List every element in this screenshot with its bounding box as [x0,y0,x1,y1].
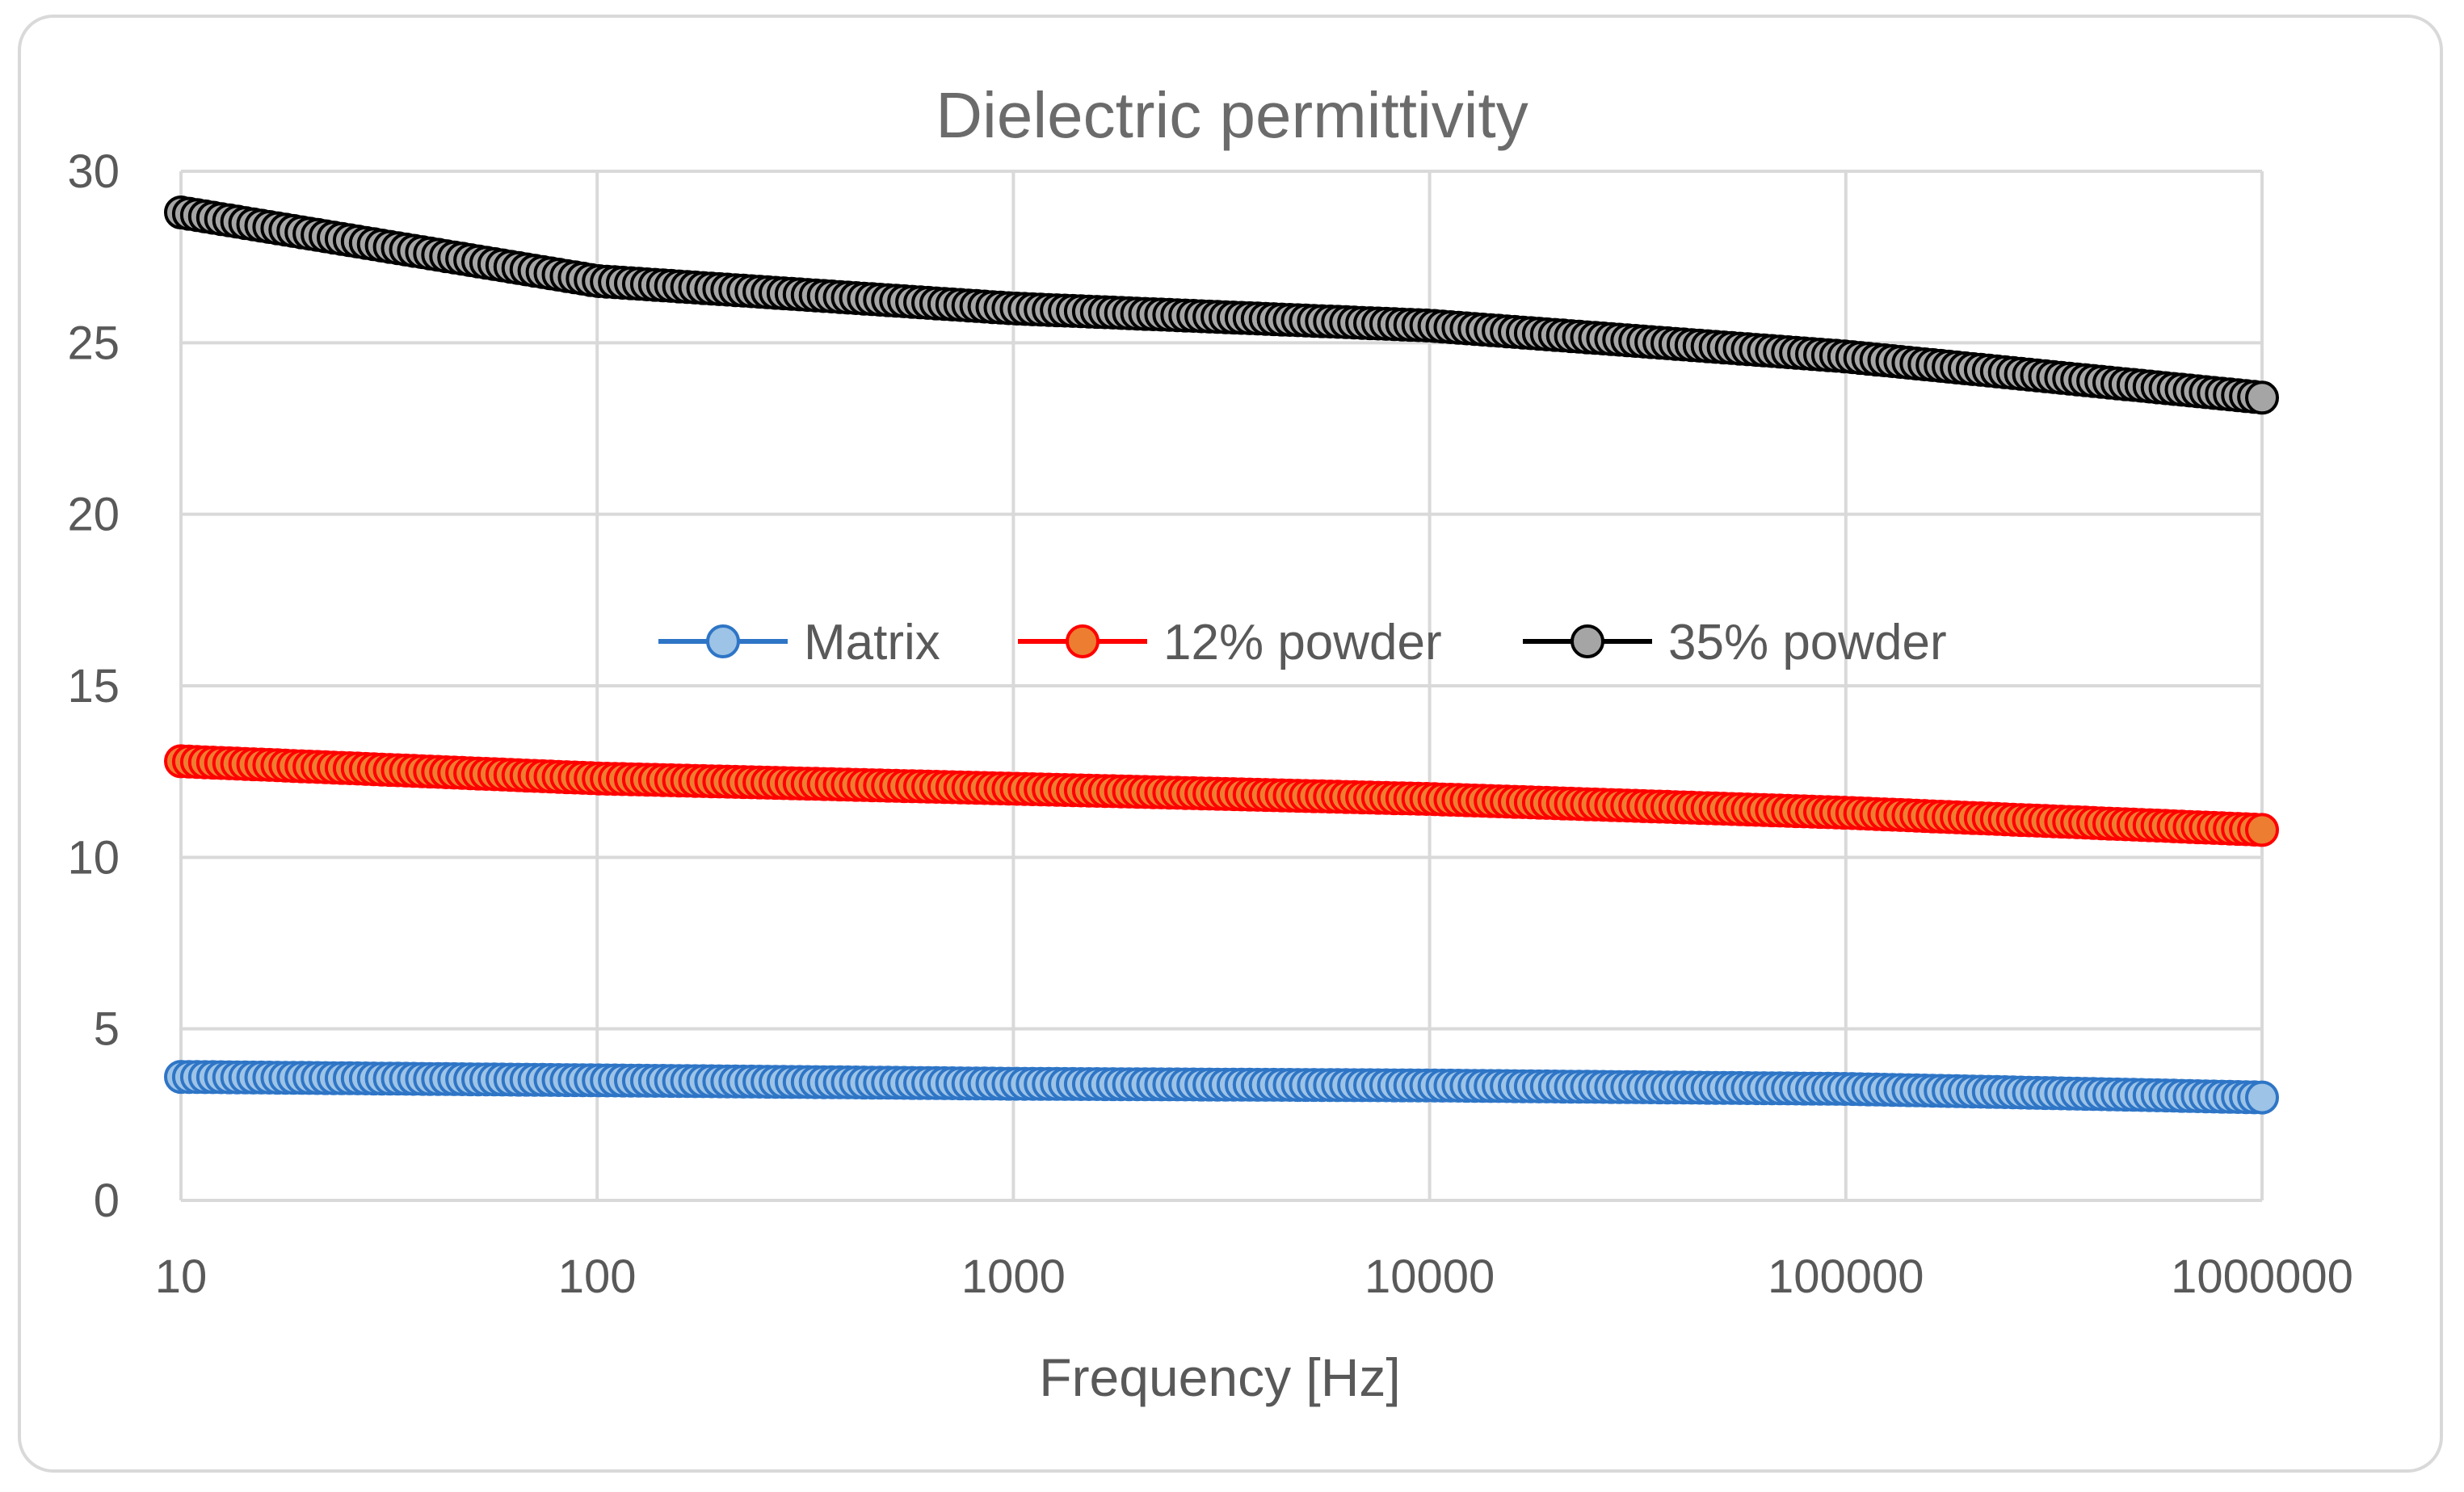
x-tick-label-1: 100 [558,1250,637,1303]
legend-marker-2 [1570,624,1604,658]
y-tick-label-6: 30 [67,145,120,198]
y-tick-label-1: 5 [94,1003,120,1056]
series-layer [164,195,2279,1115]
y-tick-label-3: 15 [67,660,120,712]
series-0-point-259 [2245,1080,2279,1115]
legend-marker-1 [1066,624,1100,658]
x-tick-label-2: 1000 [961,1250,1066,1303]
series-2 [164,195,2279,415]
series-2-point-259 [2245,380,2279,415]
legend-marker-0 [706,624,740,658]
x-tick-label-0: 10 [155,1250,208,1303]
chart-title: Dielectric permittivity [936,79,1528,151]
series-1-point-259 [2245,813,2279,847]
x-axis-label: Frequency [Hz] [1039,1347,1401,1407]
ticks-layer: 0 5 10 15 20 25 30 10 100 1000 10000 100000 1000000 [67,145,2353,1303]
y-tick-label-0: 0 [94,1175,120,1227]
y-tick-label-4: 20 [67,489,120,541]
grid-layer [179,170,2264,1202]
x-tick-label-3: 10000 [1364,1250,1495,1303]
legend-label-2: 35% powder [1668,615,1947,670]
x-tick-label-5: 1000000 [2171,1250,2353,1303]
legend-label-0: Matrix [804,615,940,670]
y-tick-label-5: 25 [67,317,120,369]
legend: Matrix 12% powder 35% powder [658,615,1947,670]
y-tick-label-2: 10 [67,831,120,884]
legend-label-1: 12% powder [1163,615,1442,670]
series-1 [164,744,2279,847]
series-0 [164,1060,2279,1115]
x-tick-label-4: 100000 [1768,1250,1924,1303]
